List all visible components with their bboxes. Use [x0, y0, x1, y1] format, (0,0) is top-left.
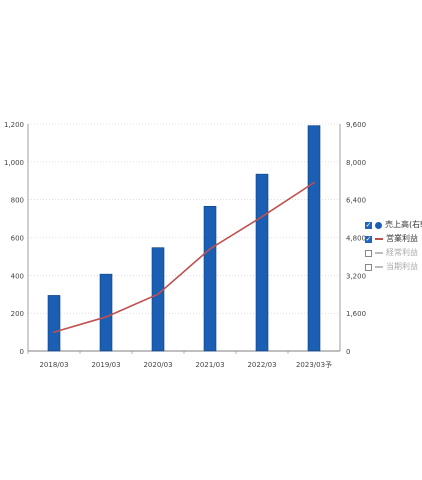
x-tick-label: 2022/03: [247, 361, 276, 369]
y-left-tick-label: 800: [11, 197, 24, 205]
checkbox-operating-profit[interactable]: ✓: [365, 235, 372, 243]
legend-ordinary-profit-symbol: [375, 252, 383, 254]
y-right-tick-label: 3,200: [346, 272, 366, 280]
legend-sales-label: 売上高(右軸): [385, 220, 422, 229]
line-point: [157, 293, 159, 296]
y-right-tick-label: 9,600: [346, 121, 366, 129]
bar: [255, 173, 269, 352]
bar: [151, 247, 165, 352]
legend-item-sales[interactable]: ✓ 売上高(右軸): [365, 218, 422, 232]
legend-net-profit-label: 当期利益: [386, 262, 418, 271]
bar: [307, 125, 321, 352]
x-tick-label: 2018/03: [39, 361, 68, 369]
x-tick-label: 2019/03: [91, 361, 120, 369]
y-left-tick-label: 200: [11, 310, 24, 318]
legend-item-operating-profit[interactable]: ✓ 営業利益: [365, 232, 422, 246]
legend-net-profit-symbol: [375, 266, 383, 268]
legend-ordinary-profit-label: 経常利益: [386, 248, 418, 257]
y-right-tick-label: 1,600: [346, 310, 366, 318]
legend-operating-profit-label: 営業利益: [386, 234, 418, 243]
line-point: [313, 181, 315, 184]
line-point: [261, 215, 263, 218]
y-left-tick-label: 400: [11, 272, 24, 280]
y-left-tick-label: 1,000: [4, 159, 24, 167]
y-right-tick-label: 8,000: [346, 159, 366, 167]
y-left-tick-label: 600: [11, 235, 24, 243]
bar: [47, 295, 61, 352]
line-point: [53, 331, 55, 333]
bar: [99, 273, 113, 352]
x-tick-label: 2020/03: [143, 361, 172, 369]
y-right-tick-label: 0: [346, 348, 350, 356]
x-tick-label: 2023/03予: [296, 361, 332, 369]
legend-sales-symbol: [375, 221, 382, 229]
legend-item-ordinary-profit[interactable]: 経常利益: [365, 246, 422, 260]
bar: [203, 205, 217, 352]
series-line-operating-profit: [53, 181, 315, 333]
legend-operating-profit-symbol: [375, 238, 383, 240]
checkbox-sales[interactable]: ✓: [365, 221, 372, 229]
y-left-tick-label: 1,200: [4, 121, 24, 129]
x-tick-label: 2021/03: [195, 361, 224, 369]
checkbox-ordinary-profit[interactable]: [365, 249, 372, 257]
legend: ✓ 売上高(右軸) ✓ 営業利益 経常利益 当期利益: [365, 218, 422, 274]
legend-item-net-profit[interactable]: 当期利益: [365, 260, 422, 274]
line-point: [105, 316, 107, 318]
y-left-tick-label: 0: [20, 348, 24, 356]
line-point: [209, 247, 211, 250]
y-right-tick-label: 6,400: [346, 197, 366, 205]
checkbox-net-profit[interactable]: [365, 263, 372, 271]
y-right-tick-label: 4,800: [346, 235, 366, 243]
